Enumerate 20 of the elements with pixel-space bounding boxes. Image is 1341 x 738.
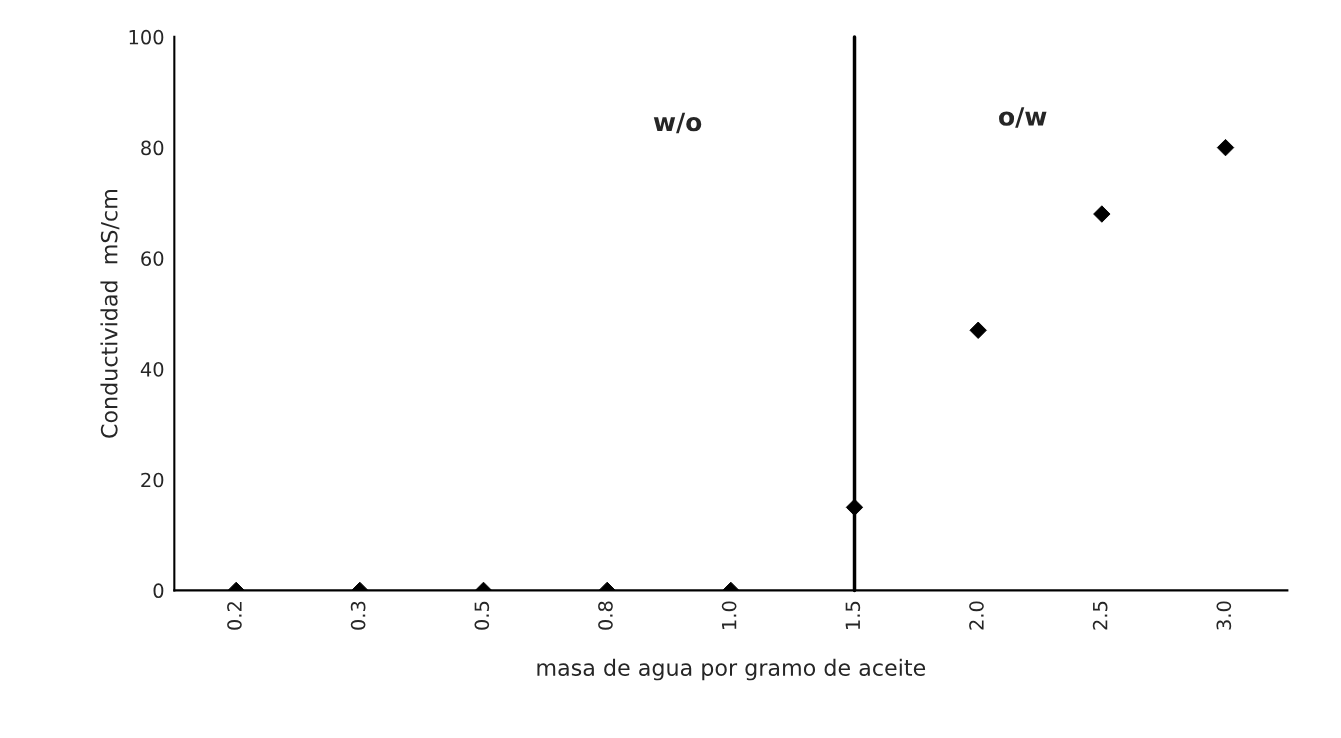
x-tick-label: 0.2	[227, 602, 242, 630]
x-axis-title: masa de agua por gramo de aceite	[537, 658, 926, 681]
annotation: o/w	[999, 107, 1047, 128]
y-axis-title: Conductividad mS/cm	[100, 190, 120, 438]
x-tick-label: 0.8	[598, 601, 613, 630]
x-tick-label: 1.5	[845, 601, 861, 629]
x-tick-label: 3.0	[1216, 601, 1232, 630]
x-tick-label: 2.5	[1092, 601, 1108, 630]
y-tick-label: 40	[140, 361, 164, 377]
x-tick-label: 1.0	[721, 601, 737, 629]
y-tick-label: 20	[141, 472, 164, 488]
y-tick-label: 80	[141, 140, 164, 156]
x-tick-label: 2.0	[969, 601, 984, 630]
y-tick-label: 100	[129, 29, 164, 45]
y-tick-label: 60	[141, 251, 164, 266]
point	[1093, 205, 1111, 223]
x-tick-label: 0.5	[474, 601, 490, 630]
y-tick-label: 0	[153, 583, 164, 599]
x-tick-label: 0.3	[350, 601, 366, 630]
annotation: w/o	[653, 112, 702, 134]
